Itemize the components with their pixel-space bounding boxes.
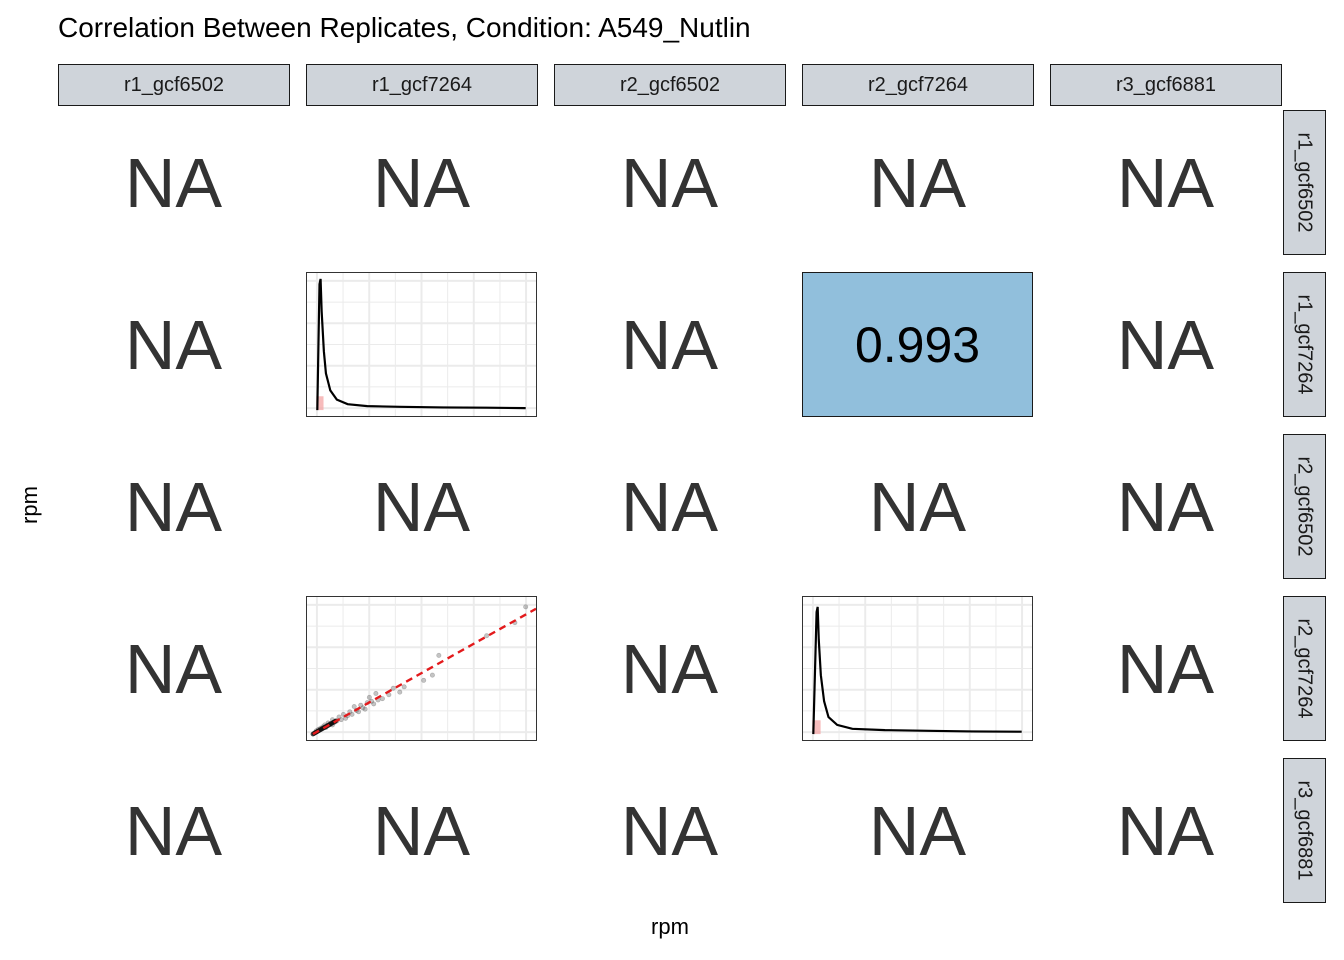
chart-title: Correlation Between Replicates, Conditio… [58,12,751,43]
scatter-point [484,633,490,639]
scatter-point [373,690,379,696]
na-cell: NA [620,791,719,870]
x-axis-label: rpm [651,914,689,939]
scatter-point [351,704,357,710]
scatter-point [360,705,366,711]
scatter-plot-r2-vs-r1-gcf7264 [307,597,536,740]
row-strip-label: r1_gcf7264 [1294,294,1317,395]
na-cell: NA [1116,791,1215,870]
na-cell: NA [372,467,471,546]
na-cell: NA [620,629,719,708]
correlation-value: 0.993 [854,316,981,373]
column-strip-1: r1_gcf6502 [58,64,290,106]
na-cell: NA [1116,143,1215,222]
density-panel-r1-gcf7264 [306,272,537,417]
na-cell: NA [868,791,967,870]
correlation-cell: 0.993 [802,272,1033,417]
scatter-point [436,652,442,658]
density-fill [812,720,821,735]
na-cell: NA [868,467,967,546]
column-strip-5: r3_gcf6881 [1050,64,1282,106]
density-panel-r2-gcf7264 [802,596,1033,741]
scatter-point [366,694,372,700]
row-strip-label: r3_gcf6881 [1294,780,1317,881]
scatter-point [523,604,529,610]
column-strip-3: r2_gcf6502 [554,64,786,106]
scatter-point [358,702,364,708]
density-plot-r2-gcf7264 [803,597,1032,740]
column-strip-4: r2_gcf7264 [802,64,1034,106]
density-fill [316,396,324,411]
scatter-panel-r2-vs-r1-gcf7264 [306,596,537,741]
row-strip-5: r3_gcf6881 [1283,758,1326,903]
column-strip-2: r1_gcf7264 [306,64,538,106]
row-strip-label: r2_gcf7264 [1294,618,1317,719]
row-strip-1: r1_gcf6502 [1283,110,1326,255]
density-plot-r1-gcf7264 [307,273,536,416]
na-cell: NA [372,143,471,222]
na-cell: NA [124,467,223,546]
na-cell: NA [124,629,223,708]
fit-line [312,607,536,736]
scatter-point [421,677,427,683]
na-cell: NA [620,305,719,384]
na-cell: NA [372,791,471,870]
row-strip-2: r1_gcf7264 [1283,272,1326,417]
row-strip-4: r2_gcf7264 [1283,596,1326,741]
na-cell: NA [620,143,719,222]
na-cell: NA [124,791,223,870]
scatter-point [379,696,385,702]
na-cell: NA [1116,629,1215,708]
row-strip-label: r1_gcf6502 [1294,132,1317,233]
na-cell: NA [124,143,223,222]
na-cell: NA [620,467,719,546]
scatter-point [397,689,403,695]
density-line [812,606,1022,735]
scatter-point [371,701,377,707]
y-axis-label: rpm [17,486,42,524]
row-strip-3: r2_gcf6502 [1283,434,1326,579]
scatter-point [390,685,396,691]
density-line [316,278,526,411]
na-cell: NA [1116,467,1215,546]
scatter-point [362,706,368,712]
na-cell: NA [1116,305,1215,384]
row-strip-label: r2_gcf6502 [1294,456,1317,557]
na-cell: NA [868,143,967,222]
scatter-point [401,684,407,690]
na-cell: NA [124,305,223,384]
scatter-point [429,672,435,678]
